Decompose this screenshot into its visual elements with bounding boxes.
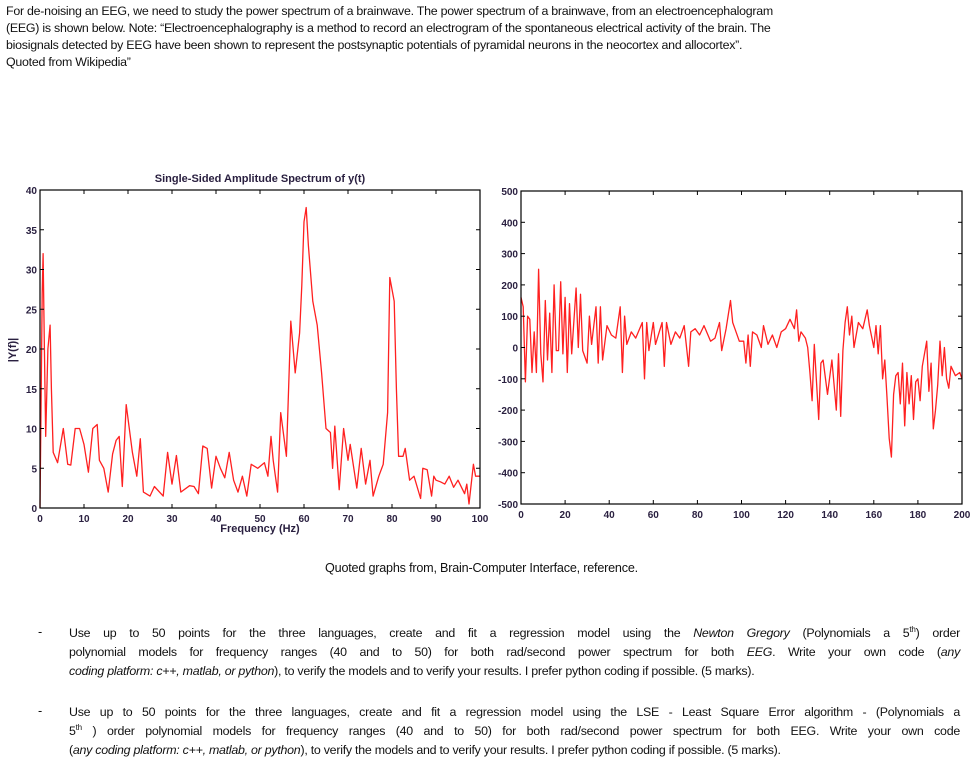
italic-text: coding platform: c++, matlab, or python [69, 664, 275, 678]
superscript: th [75, 722, 82, 732]
superscript: ), to verify the models and to verify yo… [300, 743, 781, 757]
x-tick-label: 40 [210, 514, 222, 525]
eeg-charts: 0 10 20 30 40 50 60 70 80 90 100 0 5 10 15 20 25 30 35 40 Si… [7, 173, 971, 535]
figure-caption: Quoted graphs from, Brain-Computer Inter… [325, 561, 638, 575]
superscript: Use up to 50 points for the three langua… [69, 705, 960, 719]
intro-paragraph: For de-noising an EEG, we need to study … [6, 3, 972, 71]
x-tick-label: 70 [342, 514, 354, 525]
x-tick-label: 100 [733, 510, 750, 521]
superscript: ), to verify the models and to verify yo… [274, 664, 755, 678]
paragraph-line: Use up to 50 points for the three langua… [69, 624, 960, 643]
intro-line: (EEG) is shown below. Note: “Electroence… [6, 21, 771, 35]
x-tick-label: 30 [166, 514, 178, 525]
y-tick-label: 30 [26, 266, 38, 277]
italic-text: EEG [746, 645, 773, 659]
x-tick-label: 180 [910, 510, 927, 521]
y-tick-label: 15 [26, 385, 38, 396]
paragraph-line: coding platform: c++, matlab, or python)… [69, 662, 960, 681]
y-tick-label: -200 [498, 406, 518, 417]
paragraph-line: 5th ) order polynomial models for freque… [69, 722, 960, 741]
axes-box [520, 190, 963, 505]
italic-text: any [940, 645, 961, 659]
y-tick-label: 0 [31, 504, 37, 515]
x-tick-label: 50 [254, 514, 266, 525]
x-tick-label: 10 [78, 514, 90, 525]
italic-text: any coding platform: c++, matlab, or pyt… [72, 743, 301, 757]
y-axis-label: |Y(f)| [7, 338, 19, 362]
y-tick-label: -400 [498, 469, 518, 480]
x-tick-label: 80 [692, 510, 704, 521]
y-tick-label: 300 [501, 250, 518, 261]
x-tick-label: 80 [386, 514, 398, 525]
task-2-paragraph: Use up to 50 points for the three langua… [69, 703, 960, 760]
y-tick-label: 10 [26, 425, 38, 436]
x-tick-label: 40 [604, 510, 616, 521]
paragraph-line: Use up to 50 points for the three langua… [69, 703, 960, 722]
x-tick-label: 20 [560, 510, 572, 521]
superscript: (Polynomials a 5 [789, 626, 910, 640]
y-tick-label: 20 [26, 345, 38, 356]
intro-line: For de-noising an EEG, we need to study … [6, 4, 773, 18]
bullet-marker: - [38, 704, 43, 718]
y-tick-label: 35 [26, 226, 38, 237]
paragraph-line: (any coding platform: c++, matlab, or py… [69, 741, 960, 760]
superscript: polynomial models for frequency ranges (… [69, 645, 747, 659]
x-tick-label: 60 [648, 510, 660, 521]
chart-title: Single-Sided Amplitude Spectrum of y(t) [155, 173, 366, 185]
series-line [39, 206, 480, 509]
italic-text: Newton Gregory [693, 626, 790, 640]
axes-box [39, 189, 481, 509]
y-tick-label: 40 [26, 186, 38, 197]
series-line [520, 268, 963, 458]
y-tick-label: 200 [501, 281, 518, 292]
task-1-paragraph: Use up to 50 points for the three langua… [69, 624, 960, 681]
y-tick-label: 25 [26, 305, 38, 316]
x-tick-label: 200 [954, 510, 971, 521]
superscript: ) order [915, 626, 961, 640]
superscript: ) order polynomial models for frequency … [81, 724, 960, 738]
paragraph-line: polynomial models for frequency ranges (… [69, 643, 960, 662]
y-tick-label: -500 [498, 500, 518, 511]
x-tick-label: 160 [865, 510, 882, 521]
intro-line: Quoted from Wikipedia” [6, 55, 131, 69]
superscript: 5 [69, 724, 76, 738]
y-tick-label: -300 [498, 437, 518, 448]
x-tick-label: 100 [472, 514, 489, 525]
y-tick-label: 100 [501, 312, 518, 323]
x-tick-label: 120 [777, 510, 794, 521]
x-tick-label: 0 [37, 514, 43, 525]
x-axis-label: Frequency (Hz) [220, 523, 300, 535]
y-tick-label: 0 [512, 344, 518, 355]
superscript: ( [69, 743, 73, 757]
superscript: Use up to 50 points for the three langua… [69, 626, 694, 640]
bullet-marker: - [38, 625, 43, 639]
intro-line: biosignals detected by EEG have been sho… [6, 38, 743, 52]
x-tick-label: 140 [821, 510, 838, 521]
superscript: . Write your own code ( [772, 645, 941, 659]
x-tick-label: 20 [122, 514, 134, 525]
y-tick-label: 5 [31, 464, 37, 475]
y-tick-label: 500 [501, 187, 518, 198]
x-tick-label: 0 [518, 510, 524, 521]
x-tick-label: 60 [298, 514, 310, 525]
y-tick-label: 400 [501, 218, 518, 229]
y-tick-label: -100 [498, 375, 518, 386]
x-tick-label: 90 [430, 514, 442, 525]
superscript: th [909, 624, 916, 634]
